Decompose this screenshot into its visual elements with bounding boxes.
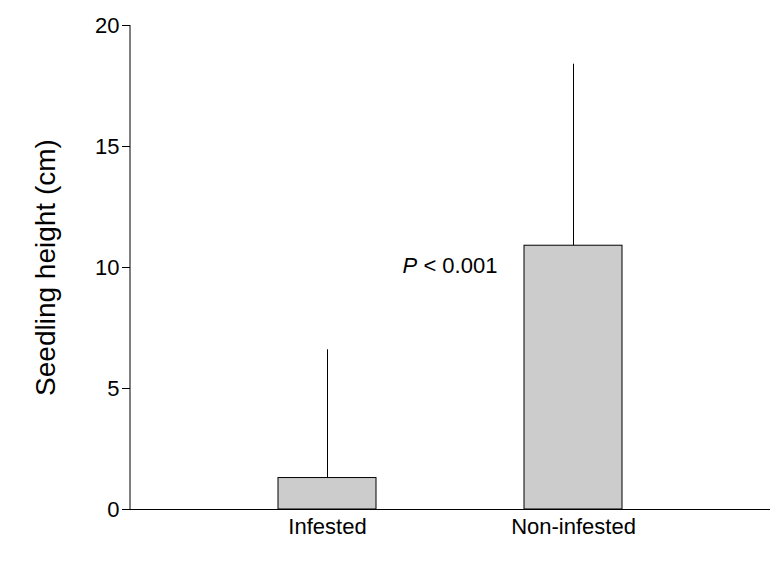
svg-text:10: 10: [95, 255, 119, 280]
svg-text:20: 20: [95, 13, 119, 38]
svg-text:15: 15: [95, 134, 119, 159]
svg-text:P < 0.001: P < 0.001: [403, 253, 498, 278]
svg-text:Seedling height (cm): Seedling height (cm): [30, 139, 61, 396]
svg-text:0: 0: [107, 497, 119, 522]
svg-text:5: 5: [107, 376, 119, 401]
svg-text:Infested: Infested: [288, 514, 366, 539]
svg-text:Non-infested: Non-infested: [511, 514, 636, 539]
